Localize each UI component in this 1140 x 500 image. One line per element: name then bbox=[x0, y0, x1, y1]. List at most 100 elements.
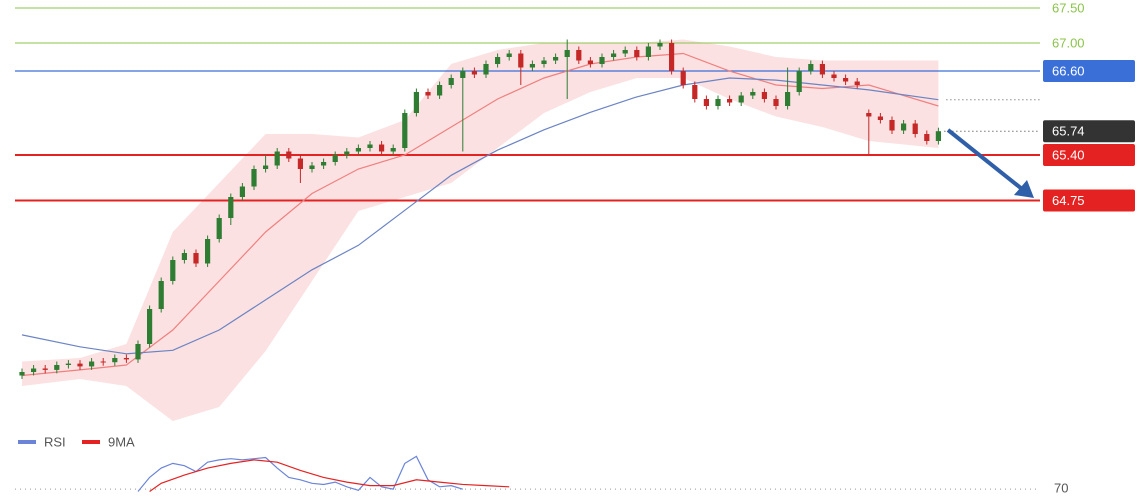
candle-body bbox=[727, 99, 733, 103]
candle-body bbox=[321, 162, 327, 166]
level-label-box bbox=[1043, 144, 1135, 166]
candle-body bbox=[761, 92, 767, 99]
level-label: 67.50 bbox=[1052, 0, 1085, 15]
candle-body bbox=[286, 151, 292, 159]
candle-body bbox=[263, 165, 269, 169]
candle-body bbox=[657, 43, 663, 47]
candle-body bbox=[669, 43, 675, 71]
candle-body bbox=[877, 116, 883, 120]
candle-body bbox=[866, 113, 872, 117]
candle-body bbox=[379, 144, 385, 152]
candle-body bbox=[402, 113, 408, 148]
level-label: 65.40 bbox=[1052, 147, 1085, 162]
candle-body bbox=[367, 144, 373, 148]
level-label-box bbox=[1043, 60, 1135, 82]
candle-body bbox=[680, 71, 686, 85]
arrow-head bbox=[1014, 180, 1034, 198]
candle-body bbox=[553, 57, 559, 61]
candle-body bbox=[808, 64, 814, 71]
candle-body bbox=[854, 81, 860, 85]
candle-body bbox=[448, 78, 454, 85]
candle-body bbox=[309, 165, 315, 169]
candle-body bbox=[819, 64, 825, 75]
candle-body bbox=[112, 358, 118, 363]
candle-body bbox=[54, 365, 60, 370]
candle-body bbox=[843, 78, 849, 82]
candle-body bbox=[715, 99, 721, 106]
candle-body bbox=[332, 155, 338, 162]
candle-body bbox=[483, 64, 489, 75]
candle-body bbox=[390, 148, 396, 152]
candle-body bbox=[31, 368, 37, 372]
candle-body bbox=[147, 309, 153, 344]
level-label: 64.75 bbox=[1052, 193, 1085, 208]
candle-body bbox=[785, 92, 791, 106]
bollinger-band bbox=[22, 39, 939, 421]
legend-swatch bbox=[82, 440, 100, 444]
candle-body bbox=[495, 57, 501, 64]
candle-body bbox=[355, 148, 361, 152]
candle-body bbox=[587, 60, 593, 64]
rsi-tick-label: 70 bbox=[1054, 481, 1068, 496]
moving-average bbox=[21, 77, 939, 355]
candle-body bbox=[100, 361, 106, 363]
level-label-box bbox=[1043, 189, 1135, 212]
candle-body bbox=[228, 197, 234, 218]
candle-body bbox=[460, 71, 466, 78]
candle-body bbox=[274, 151, 280, 166]
candle-body bbox=[181, 253, 187, 260]
trend-arrow bbox=[946, 128, 1024, 191]
candle-body bbox=[750, 92, 756, 96]
candle-body bbox=[924, 134, 930, 141]
candle-body bbox=[889, 120, 895, 131]
rsi-line bbox=[149, 459, 510, 492]
candle-body bbox=[912, 123, 918, 134]
level-label: 66.60 bbox=[1052, 63, 1085, 78]
candle-body bbox=[42, 368, 48, 370]
legend-label: 9MA bbox=[108, 434, 135, 449]
candle-body bbox=[692, 85, 698, 99]
candle-body bbox=[541, 60, 547, 64]
last-price-label: 65.74 bbox=[1052, 124, 1085, 139]
candle-body bbox=[437, 85, 443, 96]
candle-body bbox=[738, 95, 744, 103]
candle-body bbox=[193, 253, 199, 264]
candle-body bbox=[251, 169, 257, 187]
candle-body bbox=[564, 50, 570, 57]
candle-body bbox=[773, 99, 779, 106]
candle-body bbox=[123, 358, 129, 360]
candle-body bbox=[170, 260, 176, 281]
candle-body bbox=[344, 151, 350, 155]
candle-body bbox=[645, 46, 651, 57]
moving-average bbox=[21, 52, 939, 377]
candle-body bbox=[518, 53, 524, 68]
rsi-lines bbox=[137, 455, 510, 492]
candle-body bbox=[796, 71, 802, 92]
candle-body bbox=[529, 64, 535, 68]
last-price-box bbox=[1043, 120, 1135, 143]
candle-body bbox=[634, 50, 640, 57]
candle-body bbox=[297, 158, 303, 169]
candle-body bbox=[901, 123, 907, 131]
level-label: 67.00 bbox=[1052, 35, 1085, 50]
candle-body bbox=[622, 50, 628, 54]
candle-body bbox=[506, 53, 512, 57]
candle-body bbox=[135, 344, 141, 360]
candle-body bbox=[611, 53, 617, 57]
candle-body bbox=[599, 57, 605, 64]
candle-body bbox=[425, 92, 431, 96]
candle-body bbox=[77, 363, 83, 367]
candle-body bbox=[205, 239, 211, 264]
candle-body bbox=[831, 74, 837, 78]
candle-body bbox=[703, 99, 709, 106]
rsi-line bbox=[137, 455, 463, 492]
candle-body bbox=[65, 363, 71, 365]
candle-body bbox=[216, 218, 222, 239]
candle-body bbox=[471, 71, 477, 75]
candle-body bbox=[239, 186, 245, 197]
candle-body bbox=[576, 50, 582, 61]
legend-swatch bbox=[18, 440, 36, 444]
candle-body bbox=[413, 92, 419, 113]
